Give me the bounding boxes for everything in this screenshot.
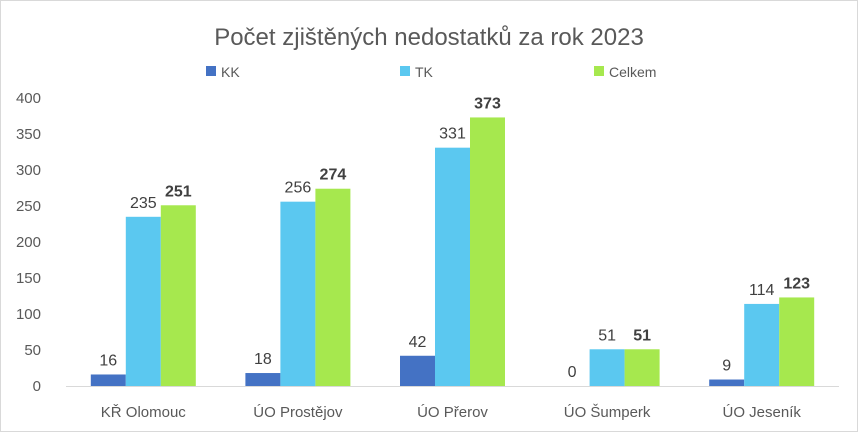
y-tick-label: 50: [24, 342, 41, 359]
data-label-celkem: 51: [633, 327, 651, 344]
y-tick-label: 0: [33, 378, 41, 395]
x-tick-label: ÚO Jeseník: [723, 404, 802, 421]
y-tick-label: 400: [16, 90, 41, 107]
data-label-celkem: 373: [474, 95, 501, 112]
legend-swatch-tk: [400, 66, 410, 76]
bar-tk: [125, 216, 161, 386]
y-axis: 0 50 100 150 200 250 300 350 400: [16, 90, 41, 395]
bar-kk: [90, 374, 126, 386]
x-axis: KŘ Olomouc ÚO Prostějov ÚO Přerov ÚO Šumper…: [66, 386, 839, 421]
legend: KK TK Celkem: [206, 64, 656, 80]
data-label-kk: 0: [568, 364, 577, 381]
legend-label-kk: KK: [221, 64, 240, 80]
x-tick-label: ÚO Prostějov: [253, 404, 343, 421]
bars: [90, 117, 815, 386]
y-tick-label: 350: [16, 126, 41, 143]
x-tick-label: ÚO Šumperk: [564, 404, 651, 421]
bar-celkem: [470, 117, 505, 386]
data-label-kk: 9: [722, 358, 731, 375]
bar-tk: [435, 147, 470, 386]
data-label-kk: 16: [99, 352, 117, 369]
chart-title: Počet zjištěných nedostatků za rok 2023: [214, 24, 644, 51]
legend-label-celkem: Celkem: [609, 64, 656, 80]
data-label-tk: 114: [749, 282, 775, 299]
data-label-celkem: 274: [320, 167, 347, 184]
data-label-celkem: 251: [165, 183, 192, 200]
data-label-tk: 235: [130, 195, 157, 212]
legend-label-tk: TK: [415, 64, 434, 80]
bar-celkem: [160, 205, 196, 386]
bar-celkem: [624, 349, 660, 386]
bar-tk: [280, 201, 316, 386]
x-tick-label: KŘ Olomouc: [101, 404, 187, 421]
bar-celkem: [779, 297, 815, 386]
y-tick-label: 100: [16, 306, 41, 323]
bar-tk: [744, 303, 780, 386]
data-label-kk: 18: [254, 351, 272, 368]
bar-celkem: [315, 188, 351, 386]
y-tick-label: 200: [16, 234, 41, 251]
legend-swatch-kk: [206, 66, 216, 76]
data-label-tk: 331: [439, 126, 466, 143]
data-label-kk: 42: [409, 334, 427, 351]
data-label-tk: 256: [285, 180, 312, 197]
data-label-celkem: 123: [783, 275, 810, 292]
data-label-tk: 51: [598, 327, 616, 344]
x-tick-label: ÚO Přerov: [417, 404, 488, 421]
y-tick-label: 150: [16, 270, 41, 287]
bar-kk: [400, 355, 435, 386]
y-tick-label: 250: [16, 198, 41, 215]
y-tick-label: 300: [16, 162, 41, 179]
data-labels: 16 235 251 18 256 274 42 331 373 0 51 51 9 114 123: [99, 95, 810, 381]
bar-kk: [245, 373, 281, 386]
bar-kk: [709, 379, 745, 386]
bar-tk: [589, 349, 625, 386]
legend-swatch-celkem: [594, 66, 604, 76]
